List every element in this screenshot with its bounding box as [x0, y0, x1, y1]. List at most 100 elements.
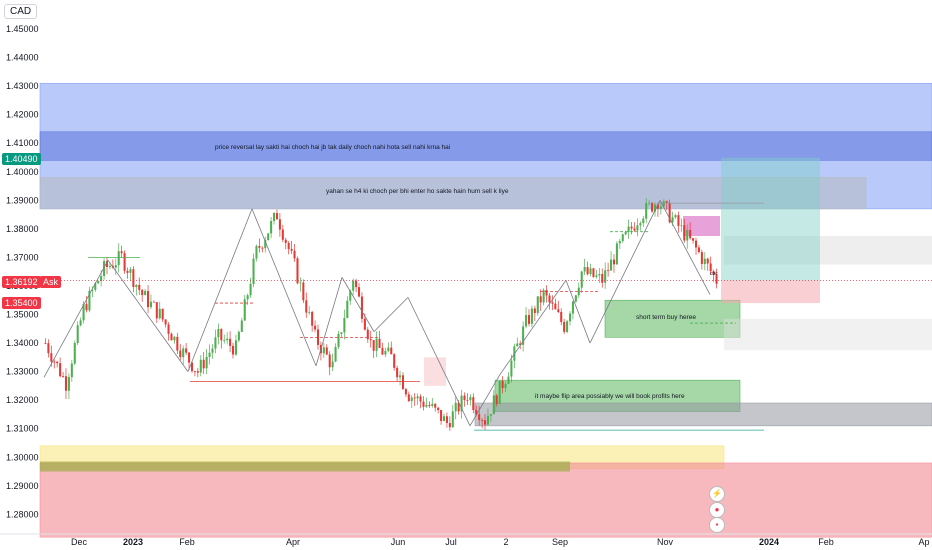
annotation-reversal: price reversal lay sakti hai choch hai j… [215, 144, 451, 151]
candle-body [492, 395, 495, 415]
x-tick-label: Jul [445, 537, 457, 547]
zone-inner-supply [39, 131, 932, 161]
candle-body [117, 251, 120, 266]
candle-body [149, 301, 152, 308]
candle-body [188, 352, 191, 363]
structure-lines [40, 200, 932, 431]
candle-body [325, 347, 328, 355]
candle-body [199, 359, 202, 373]
x-tick-label: Sep [552, 537, 568, 547]
candle-body [249, 284, 252, 296]
zone-h4-sell-zone [39, 177, 867, 210]
candle-body [53, 361, 56, 363]
candle-body [311, 311, 314, 326]
candle-body [190, 362, 194, 372]
candle-body [352, 280, 355, 291]
candle-body [240, 320, 243, 332]
candle-body [79, 320, 82, 326]
candle-body [653, 204, 657, 212]
x-tick-label: 2024 [759, 537, 779, 547]
candle-body [662, 201, 665, 207]
y-tick-label: 1.38000 [6, 224, 39, 234]
candle-body [308, 311, 311, 313]
candle-body [457, 402, 460, 412]
candle-body [375, 338, 378, 351]
candle-body [205, 356, 208, 369]
candle-body [290, 248, 293, 251]
candle-body [542, 290, 545, 303]
candle-body [545, 290, 548, 296]
usa-flag-icon[interactable]: ▪ [709, 517, 725, 533]
candle-body [138, 284, 141, 290]
candle-body [182, 348, 185, 358]
candle-body [176, 336, 179, 351]
candle-body [211, 348, 214, 353]
y-tick-label: 1.43000 [6, 81, 39, 91]
candle-body [70, 363, 73, 378]
candle-body [281, 229, 284, 240]
candle-body [659, 206, 662, 209]
candle-body [152, 301, 155, 303]
candle-body [173, 336, 176, 341]
candle-body [642, 218, 645, 224]
x-tick-label: Feb [179, 537, 195, 547]
candle-body [158, 308, 161, 319]
candle-body [440, 410, 443, 421]
candle-body [164, 319, 167, 325]
annotation-short-term-buy: short term buy heree [636, 314, 696, 321]
candle-body [621, 234, 624, 242]
y-tick-label: 1.29000 [6, 481, 39, 491]
annotation-flip-area: it maybe flip area possiably we will boo… [535, 393, 685, 400]
candle-body [715, 274, 718, 284]
zigzag-segment [315, 277, 343, 367]
candle-body [533, 308, 536, 314]
candle-body [645, 202, 648, 219]
candle-body [302, 282, 305, 301]
candle-body [399, 375, 402, 378]
candle-body [220, 328, 223, 341]
candle-layer [44, 198, 718, 431]
candle-body [712, 271, 715, 275]
zigzag-segment [469, 374, 501, 427]
candle-body [369, 339, 372, 341]
candle-body [651, 202, 654, 212]
candle-body [422, 401, 425, 407]
candle-body [589, 268, 592, 275]
candle-body [522, 326, 525, 345]
candle-body [709, 263, 712, 272]
candle-body [466, 399, 469, 401]
zone-magenta [683, 216, 720, 236]
y-tick-label: 1.42000 [6, 110, 39, 120]
candle-body [264, 240, 267, 249]
candle-body [393, 354, 396, 368]
zigzag-segment [251, 208, 317, 367]
lightning-icon[interactable]: ⚡ [709, 486, 725, 502]
candle-body [448, 423, 451, 428]
candle-body [680, 225, 683, 227]
candle-body [340, 332, 343, 334]
candle-body [437, 407, 440, 411]
candle-body [331, 361, 334, 368]
price-tag-bottom: 1.35400 [2, 297, 41, 309]
candle-body [507, 376, 510, 384]
candle-body [293, 250, 296, 259]
candle-body [390, 347, 393, 355]
symbol-label[interactable]: CAD [4, 4, 38, 19]
zigzag-segment [187, 208, 253, 372]
candle-body [47, 343, 50, 354]
candle-body [384, 351, 387, 355]
candle-body [525, 315, 528, 327]
candle-body [706, 258, 709, 264]
candle-body [229, 338, 232, 346]
candle-body [114, 265, 117, 268]
zone-grey-band-1 [724, 235, 932, 265]
candle-body [381, 347, 384, 355]
candle-body [557, 309, 560, 313]
candle-body [504, 383, 507, 389]
candle-body [560, 312, 563, 322]
candle-body [656, 204, 659, 209]
canada-flag-icon[interactable]: ● [709, 502, 725, 518]
y-tick-label: 1.32000 [6, 395, 39, 405]
candle-body [478, 414, 481, 421]
